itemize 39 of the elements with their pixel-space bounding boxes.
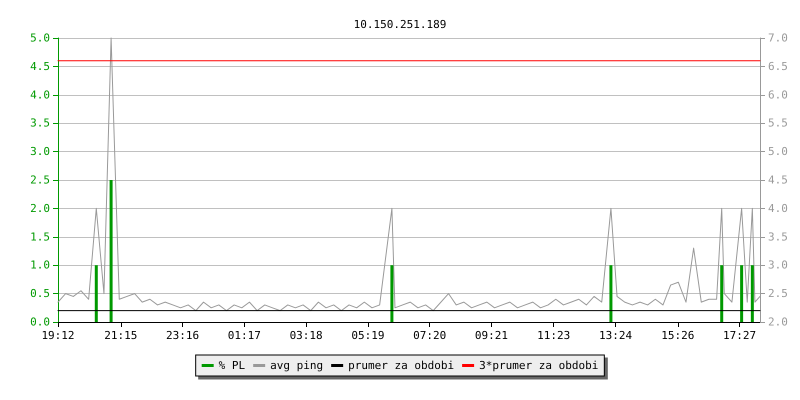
x-tick-label: 03:18 (290, 329, 323, 342)
legend-label: % PL (218, 359, 246, 372)
y-tick-label: 4.5 (30, 60, 50, 73)
x-tick-label: 09:21 (474, 329, 508, 342)
y2-tick-label: 3.0 (768, 258, 788, 272)
x-tick-label: 11:23 (537, 329, 570, 342)
legend-label: 3*prumer za obdobi (479, 359, 598, 372)
y-tick-label: 3.5 (30, 116, 50, 130)
chart-title: 10.150.251.189 (354, 18, 446, 31)
y2-tick-label: 5.5 (768, 116, 788, 130)
y-tick-label: 3.0 (30, 145, 50, 158)
y2-tick-label: 5.0 (768, 145, 788, 158)
y-tick-label: 1.5 (30, 230, 50, 244)
y2-tick-label: 2.5 (768, 287, 788, 300)
x-tick-label: 21:15 (104, 329, 138, 342)
x-tick-label: 05:19 (351, 329, 384, 342)
x-tick-label: 17:27 (723, 329, 756, 342)
x-tick-label: 23:16 (166, 329, 200, 342)
y-tick-label: 2.5 (30, 174, 50, 186)
legend-label: avg ping (270, 359, 324, 372)
y-tick-label: 0.5 (30, 287, 50, 300)
x-tick-label: 07:20 (413, 329, 446, 342)
y2-tick-label: 7.0 (768, 32, 788, 44)
x-tick-label: 15:26 (661, 329, 694, 342)
y2-tick-label: 2.0 (768, 316, 788, 328)
legend-label: prumer za obdobi (348, 359, 454, 372)
y2-tick-label: 4.5 (768, 174, 788, 186)
y2-tick-label: 3.5 (768, 230, 788, 244)
y-tick-label: 0.0 (30, 316, 50, 328)
y-tick-label: 4.0 (30, 88, 50, 102)
y-tick-label: 2.0 (30, 202, 50, 215)
y-tick-label: 5.0 (30, 32, 50, 44)
y-tick-label: 1.0 (30, 258, 50, 272)
x-tick-label: 01:17 (228, 329, 261, 342)
y2-tick-label: 4.0 (768, 202, 788, 215)
y2-tick-label: 6.5 (768, 60, 788, 73)
x-tick-label: 13:24 (598, 329, 632, 342)
x-tick-label: 19:12 (41, 329, 75, 342)
y2-tick-label: 6.0 (768, 88, 788, 102)
